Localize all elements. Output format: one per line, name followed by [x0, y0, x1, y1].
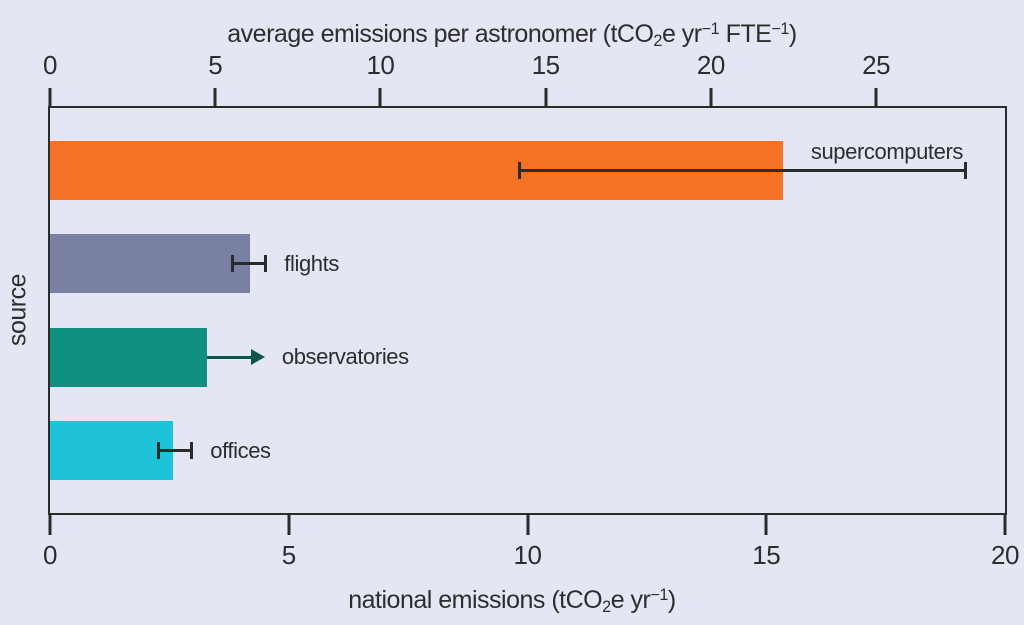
top-axis-tick-label: 10 — [366, 50, 395, 80]
top-axis-tick-label: 20 — [696, 50, 725, 80]
error-bar-cap-left-offices — [157, 442, 161, 459]
bottom-axis-tick — [48, 513, 52, 535]
error-bar-offices — [157, 449, 194, 452]
top-axis-tick-label: 0 — [43, 50, 57, 80]
bottom-axis-tick — [764, 513, 768, 535]
bar-label-supercomputers: supercomputers — [810, 138, 964, 164]
bottom-axis-tick-label: 5 — [281, 540, 296, 570]
error-bar-flights — [231, 262, 268, 266]
bottom-axis-tick-label: 10 — [513, 540, 542, 570]
bar-label-observatories: observatories — [281, 344, 409, 370]
top-axis-title: average emissions per astronomer (tCO2e … — [227, 20, 797, 51]
bottom-axis-tick — [1003, 513, 1007, 535]
bar-label-offices: offices — [210, 437, 271, 463]
error-bar-cap-right-supercomputers — [963, 162, 967, 179]
top-axis-tick — [544, 88, 548, 108]
top-axis-tick — [378, 88, 382, 108]
top-axis-tick — [874, 88, 878, 108]
top-axis-tick-label: 5 — [208, 50, 223, 80]
bar-flights — [50, 234, 251, 294]
error-bar-supercomputers — [517, 169, 967, 172]
error-bar-cap-right-flights — [264, 255, 268, 273]
top-axis-tick — [213, 88, 217, 108]
lower-limit-arrow-head-observatories — [250, 349, 265, 366]
error-bar-cap-left-flights — [231, 255, 235, 273]
lower-limit-arrow-observatories — [207, 355, 251, 359]
top-axis-tick-label: 25 — [862, 50, 891, 80]
bottom-axis-title: national emissions (tCO2e yr−1) — [348, 586, 676, 617]
bottom-axis-tick-label: 0 — [43, 540, 57, 570]
top-axis-tick — [48, 88, 52, 108]
bottom-axis-tick — [526, 513, 529, 535]
error-bar-cap-left-supercomputers — [517, 162, 521, 179]
bottom-axis-tick-label: 15 — [752, 540, 781, 570]
bottom-axis-tick — [287, 513, 291, 535]
bottom-axis-tick-label: 20 — [991, 540, 1019, 570]
error-bar-cap-right-offices — [190, 442, 194, 459]
bar-observatories — [50, 327, 208, 387]
y-axis-title: source — [3, 273, 32, 347]
bar-label-flights: flights — [284, 250, 339, 276]
top-axis-tick — [709, 88, 713, 108]
bar-offices — [50, 421, 174, 480]
top-axis-tick-label: 15 — [531, 50, 560, 80]
